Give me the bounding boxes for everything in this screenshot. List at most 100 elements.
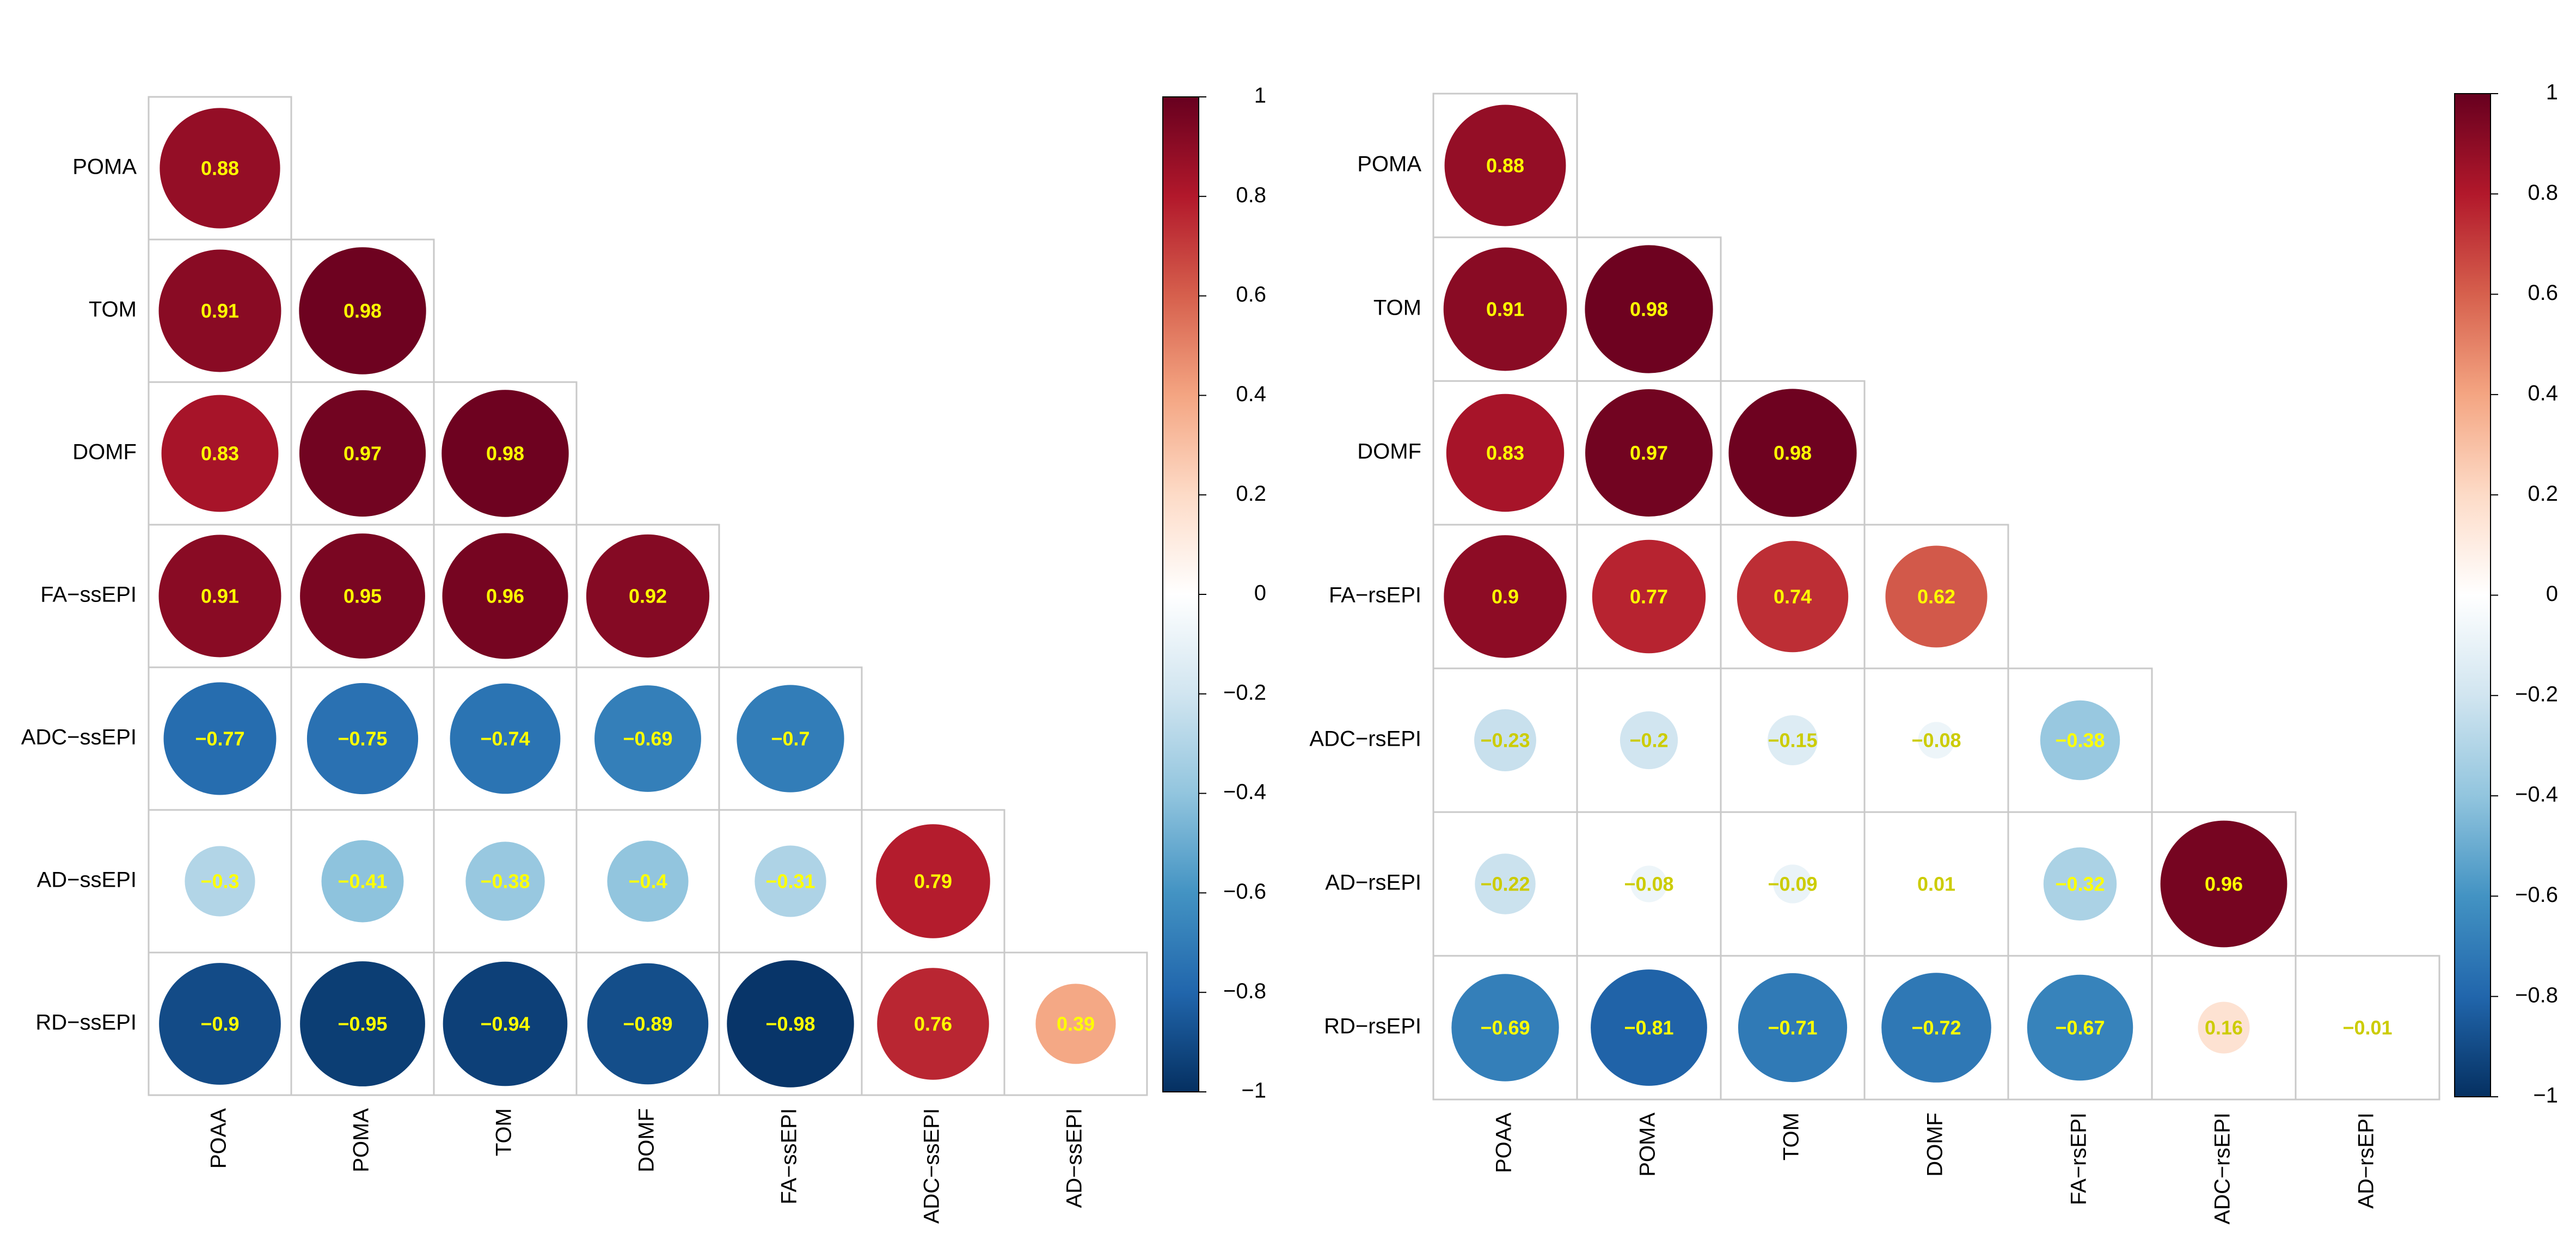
row-label: RD−ssEPI: [35, 1011, 137, 1035]
colorbar-tick-label: 0.2: [2528, 482, 2558, 506]
row-label: ADC−ssEPI: [21, 726, 137, 750]
correlation-value: 0.62: [1917, 586, 1955, 608]
correlation-value: −0.22: [1480, 873, 1530, 895]
correlation-circle: [607, 840, 689, 922]
colorbar-tick-label: 0.2: [1236, 482, 1266, 506]
correlation-circle: [1474, 709, 1536, 771]
correlation-value: −0.3: [200, 870, 239, 893]
colorbar-tick-label: 0.8: [1236, 183, 1266, 207]
correlation-circle: [1585, 389, 1713, 517]
correlation-value: 0.92: [629, 585, 667, 607]
correlation-value: −0.89: [623, 1013, 672, 1035]
column-label: DOMF: [635, 1108, 659, 1172]
correlation-circle: [1773, 864, 1812, 904]
correlation-value: −0.2: [1629, 729, 1668, 752]
column-label: ADC−ssEPI: [920, 1108, 944, 1224]
correlation-value: −0.15: [1768, 729, 1817, 752]
correlation-circle: [727, 960, 854, 1088]
correlation-value: −0.9: [200, 1013, 239, 1035]
correlation-circle: [2043, 847, 2117, 921]
correlation-value: 0.96: [486, 585, 524, 607]
correlation-value: −0.41: [338, 870, 387, 893]
matrix-cell: [1003, 951, 1148, 1096]
correlation-value: −0.7: [771, 728, 809, 750]
correlation-circle: [442, 533, 568, 659]
correlation-circle: [1728, 389, 1857, 517]
correlation-circle: [321, 840, 404, 923]
correlation-circle: [465, 841, 545, 921]
correlation-value: −0.08: [1911, 729, 1961, 752]
correlation-circle: [1930, 877, 1943, 890]
correlation-value: 0.97: [344, 443, 382, 465]
correlation-value: −0.95: [338, 1013, 387, 1035]
correlation-circle: [299, 390, 426, 517]
correlation-value: −0.23: [1480, 729, 1530, 752]
correlation-value: −0.01: [2342, 1017, 2392, 1039]
colorbar-tick-label: 0: [2546, 582, 2558, 606]
correlation-value: 0.95: [344, 585, 382, 607]
correlation-value: −0.98: [765, 1013, 815, 1035]
colorbar: [1162, 96, 1199, 1092]
correlation-value: −0.31: [765, 870, 815, 893]
correlation-circle: [1881, 973, 1991, 1083]
colorbar-tick-label: 1: [1254, 84, 1266, 108]
correlation-panel-ssepi: POMA 0.88 TOM 0.91 0.98 DOMF 0.83 0.97 0.98 FA−ss…: [21, 84, 1266, 1224]
correlation-value: −0.38: [2055, 729, 2105, 752]
column-label: POAA: [1492, 1113, 1516, 1173]
correlation-circle: [587, 963, 709, 1085]
correlation-circle: [1592, 539, 1706, 654]
correlation-circle: [1585, 245, 1713, 373]
colorbar-tick-label: 1: [2546, 81, 2558, 105]
correlation-value: 0.98: [1774, 442, 1812, 464]
colorbar-tick-label: −0.4: [2515, 783, 2558, 807]
correlation-circle: [1446, 394, 1565, 512]
correlation-circle: [1630, 865, 1667, 902]
correlation-circle: [877, 968, 989, 1080]
correlation-circle: [2361, 1021, 2374, 1034]
correlation-value: −0.94: [480, 1013, 530, 1035]
correlation-circle: [2160, 820, 2287, 948]
correlation-circle: [1767, 715, 1818, 766]
correlation-value: 0.16: [2205, 1017, 2243, 1039]
correlation-value: 0.98: [344, 300, 382, 322]
matrix-cell: [2295, 955, 2440, 1101]
correlation-circle: [1443, 247, 1567, 371]
correlation-value: −0.08: [1624, 873, 1673, 895]
correlation-value: −0.69: [623, 728, 672, 750]
correlation-value: 0.83: [201, 443, 239, 465]
colorbar-tick-label: 0.4: [1236, 382, 1266, 406]
correlation-circle: [300, 533, 425, 659]
column-label: DOMF: [1923, 1113, 1947, 1177]
correlation-circle: [1475, 853, 1536, 914]
colorbar-tick-label: 0.4: [2528, 381, 2558, 405]
correlation-circle: [755, 845, 826, 917]
correlation-circle: [2040, 700, 2120, 781]
column-label: ADC−rsEPI: [2211, 1113, 2235, 1225]
correlation-value: 0.91: [201, 300, 239, 322]
row-label: AD−rsEPI: [1325, 871, 1421, 895]
column-label: AD−ssEPI: [1063, 1108, 1087, 1208]
correlation-circle: [737, 685, 844, 793]
correlation-circle: [161, 395, 279, 512]
correlation-value: 0.91: [201, 585, 239, 607]
row-label: DOMF: [1357, 440, 1421, 464]
correlation-value: 0.76: [914, 1013, 952, 1035]
colorbar: [2454, 93, 2491, 1097]
correlation-value: −0.4: [628, 870, 667, 893]
correlation-value: −0.38: [480, 870, 530, 893]
column-label: FA−ssEPI: [777, 1108, 801, 1205]
correlation-circle: [1885, 545, 1988, 648]
correlation-circle: [1035, 984, 1116, 1064]
correlation-circle: [163, 682, 277, 795]
correlation-value: 0.79: [914, 870, 952, 893]
correlation-value: 0.01: [1917, 873, 1955, 895]
correlation-value: 0.97: [1630, 442, 1668, 464]
correlation-circle: [1737, 540, 1849, 653]
correlation-circle: [1591, 969, 1707, 1086]
correlation-circle: [306, 683, 419, 795]
correlation-value: 0.88: [1486, 155, 1524, 177]
correlation-value: −0.72: [1911, 1017, 1961, 1039]
correlation-value: 0.98: [1630, 298, 1668, 321]
row-label: AD−ssEPI: [37, 868, 137, 892]
